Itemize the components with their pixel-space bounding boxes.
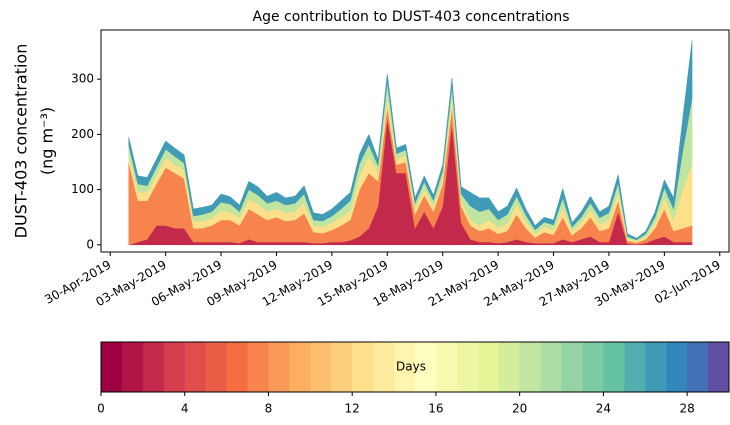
- colorbar-band: [456, 342, 479, 392]
- plot-area: [128, 40, 693, 246]
- colorbar-band: [582, 342, 604, 392]
- colorbar-band: [435, 342, 458, 392]
- colorbar: [101, 342, 730, 392]
- y-tick-label: 300: [71, 72, 94, 86]
- colorbar-band: [352, 342, 374, 392]
- colorbar-band: [205, 342, 228, 392]
- colorbar-tick-label: 24: [596, 402, 611, 416]
- y-tick-label: 0: [86, 237, 94, 251]
- colorbar-band: [184, 342, 207, 392]
- colorbar-tick-label: 8: [265, 402, 273, 416]
- colorbar-band: [415, 342, 437, 392]
- colorbar-band: [687, 342, 709, 392]
- colorbar-band: [561, 342, 583, 392]
- chart-title: Age contribution to DUST-403 concentrati…: [253, 9, 570, 25]
- colorbar-band: [289, 342, 311, 392]
- area-layer: [128, 40, 693, 241]
- colorbar-band: [331, 342, 353, 392]
- colorbar-tick-label: 20: [512, 402, 527, 416]
- colorbar-tick-label: 4: [181, 402, 189, 416]
- colorbar-tick-label: 12: [345, 402, 360, 416]
- colorbar-band: [373, 342, 395, 392]
- colorbar-band: [645, 342, 667, 392]
- colorbar-band: [101, 342, 123, 392]
- colorbar-band: [666, 342, 688, 392]
- y-axis-label: DUST-403 concentration: [12, 44, 31, 239]
- colorbar-band: [624, 342, 646, 392]
- colorbar-frame: [100, 341, 730, 393]
- y-tick-label: 100: [71, 182, 94, 196]
- colorbar-band: [519, 342, 542, 392]
- colorbar-band: [226, 342, 249, 392]
- plot-frame: [100, 29, 730, 253]
- colorbar-band: [310, 342, 332, 392]
- colorbar-band: [268, 342, 290, 392]
- colorbar-band: [142, 342, 165, 392]
- colorbar-band: [477, 342, 500, 392]
- colorbar-band: [247, 342, 269, 392]
- y-axis-label: (ng m⁻³): [38, 107, 57, 175]
- y-tick-label: 200: [71, 127, 94, 141]
- colorbar-label: Days: [396, 360, 426, 374]
- colorbar-band: [603, 342, 625, 392]
- colorbar-band: [394, 342, 416, 392]
- colorbar-band: [708, 342, 730, 392]
- colorbar-band: [498, 342, 521, 392]
- colorbar-band: [163, 342, 186, 392]
- colorbar-tick-label: 0: [97, 402, 105, 416]
- colorbar-band: [121, 342, 144, 392]
- colorbar-tick-label: 28: [679, 402, 694, 416]
- colorbar-tick-label: 16: [428, 402, 443, 416]
- colorbar-band: [540, 342, 563, 392]
